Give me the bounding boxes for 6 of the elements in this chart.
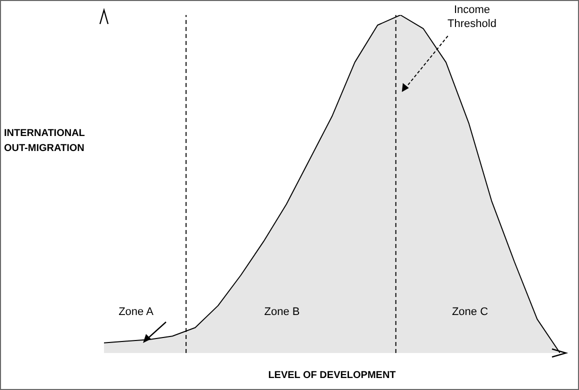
y-axis-title: INTERNATIONAL OUT-MIGRATION — [4, 127, 86, 156]
annotation: Income Threshold — [446, 3, 498, 31]
x-axis-title: LEVEL OF DEVELOPMENT — [267, 370, 397, 381]
annotation: Zone B — [263, 305, 301, 319]
annotation: Zone A — [118, 305, 154, 319]
annotation: Zone C — [450, 305, 490, 319]
